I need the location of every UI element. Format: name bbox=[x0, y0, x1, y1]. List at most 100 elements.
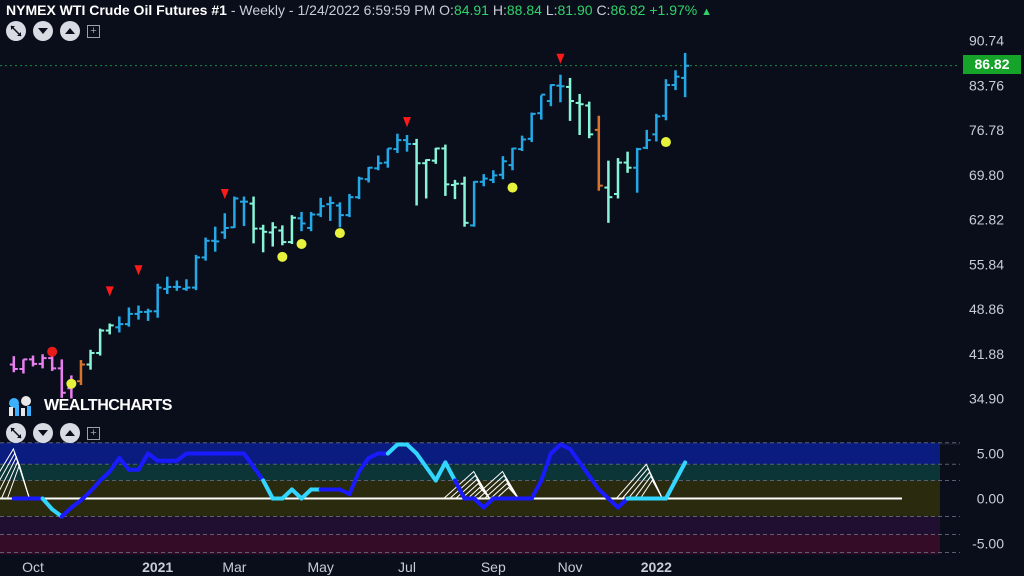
price-axis-label: 48.86 bbox=[969, 301, 1004, 317]
price-axis-label: 34.90 bbox=[969, 391, 1004, 407]
indicator-line-segment bbox=[117, 456, 131, 472]
add-pane-icon[interactable]: + bbox=[87, 24, 100, 38]
collapse-down-icon[interactable] bbox=[33, 423, 53, 443]
wave-line bbox=[490, 482, 519, 499]
indicator-line-segment bbox=[606, 496, 620, 510]
indicator-line-segment bbox=[433, 460, 448, 483]
indicator-line-segment bbox=[98, 469, 112, 483]
price-axis-label: 90.74 bbox=[969, 33, 1004, 49]
sell-signal-marker bbox=[134, 265, 143, 276]
signal-dot-marker bbox=[47, 346, 58, 357]
indicator-line-segment bbox=[299, 487, 314, 501]
indicator-line-segment bbox=[280, 487, 294, 501]
indicator-band bbox=[0, 534, 940, 555]
wave-pattern bbox=[0, 447, 30, 499]
ohlc-bar bbox=[259, 224, 268, 253]
interval-label: Weekly bbox=[239, 2, 286, 18]
ohlc-bar bbox=[144, 308, 153, 321]
triangle-up-icon: ▲ bbox=[701, 6, 713, 18]
change-percent: +1.97% bbox=[649, 2, 698, 18]
time-axis-label: May bbox=[307, 559, 333, 575]
indicator-axis-label: 5.00 bbox=[977, 446, 1004, 462]
resize-arrows-icon[interactable] bbox=[6, 423, 26, 443]
ohlc-bar bbox=[268, 222, 277, 247]
ohlc-bar bbox=[192, 254, 201, 291]
ohlc-bar bbox=[374, 155, 383, 171]
ohlc-bar bbox=[671, 70, 680, 91]
indicator-line-segment bbox=[88, 478, 103, 494]
ohlc-bar bbox=[383, 147, 392, 168]
ohlc-bar bbox=[134, 305, 143, 320]
ohlc-bar bbox=[508, 147, 517, 171]
expand-up-icon[interactable] bbox=[60, 423, 80, 443]
low-value: 81.90 bbox=[557, 2, 593, 18]
open-label: O: bbox=[439, 2, 454, 18]
indicator-band bbox=[0, 442, 940, 465]
indicator-axis-label: -5.00 bbox=[972, 536, 1004, 552]
open-value: 84.91 bbox=[453, 2, 489, 18]
indicator-band bbox=[0, 480, 940, 499]
ohlc-bar bbox=[470, 180, 479, 227]
ohlc-bar bbox=[623, 151, 632, 173]
indicator-line-segment bbox=[577, 460, 592, 478]
add-pane-icon[interactable]: + bbox=[87, 426, 100, 440]
main-pane-controls: + bbox=[6, 21, 100, 41]
indicator-band bbox=[0, 464, 940, 481]
ohlc-bar bbox=[297, 211, 306, 232]
indicator-line-segment bbox=[443, 460, 457, 483]
indicator-line-segment bbox=[251, 465, 266, 483]
indicator-line-segment bbox=[78, 489, 93, 503]
indicator-line-segment bbox=[261, 478, 275, 501]
logo-text: WEALTHCHARTS bbox=[44, 397, 172, 414]
collapse-down-icon[interactable] bbox=[33, 21, 53, 41]
ohlc-bar bbox=[211, 226, 220, 252]
wave-line bbox=[461, 482, 491, 499]
ohlc-bar bbox=[594, 115, 603, 191]
indicator-line-segment bbox=[136, 451, 151, 472]
indicator-line-segment bbox=[539, 451, 553, 483]
wave-line bbox=[639, 479, 663, 499]
ohlc-bar bbox=[124, 307, 133, 327]
ohlc-bar bbox=[527, 112, 536, 143]
ohlc-bar bbox=[661, 79, 670, 121]
time-axis-label: 2021 bbox=[142, 559, 173, 575]
ohlc-bar bbox=[29, 355, 37, 367]
ohlc-bar bbox=[287, 215, 296, 244]
symbol-name: NYMEX WTI Crude Oil Futures #1 bbox=[6, 2, 227, 18]
wave-line bbox=[496, 486, 519, 499]
ohlc-bar bbox=[201, 237, 210, 261]
price-axis-label: 55.84 bbox=[969, 256, 1004, 272]
price-axis-label: 69.80 bbox=[969, 167, 1004, 183]
indicator-line-segment bbox=[596, 487, 611, 501]
ohlc-bar bbox=[86, 349, 95, 370]
wave-pattern bbox=[615, 463, 663, 499]
wave-line bbox=[467, 486, 491, 499]
ohlc-bar bbox=[412, 138, 421, 206]
ohlc-bar bbox=[163, 276, 172, 294]
ohlc-bar bbox=[546, 83, 555, 107]
ohlc-bar bbox=[642, 129, 651, 150]
close-value: 86.82 bbox=[610, 2, 646, 18]
ohlc-bar bbox=[460, 176, 469, 227]
expand-up-icon[interactable] bbox=[60, 21, 80, 41]
signal-dot-marker bbox=[66, 378, 77, 389]
indicator-line-segment bbox=[107, 456, 122, 474]
indicator-line-segment bbox=[424, 465, 438, 483]
ohlc-bar bbox=[76, 360, 85, 386]
indicator-line-segment bbox=[241, 451, 256, 469]
ohlc-bar bbox=[566, 77, 575, 121]
ohlc-bar bbox=[9, 356, 18, 373]
indicator-axis-label: 0.00 bbox=[977, 491, 1004, 507]
price-axis-label: 41.88 bbox=[969, 346, 1004, 362]
ohlc-bar bbox=[230, 196, 239, 229]
sell-signal-marker bbox=[403, 117, 412, 128]
time-axis-label: Sep bbox=[481, 559, 506, 575]
ohlc-bar bbox=[441, 144, 450, 196]
indicator-line-segment bbox=[673, 460, 688, 483]
resize-arrows-icon[interactable] bbox=[6, 21, 26, 41]
ohlc-bar bbox=[479, 174, 488, 187]
ohlc-bar bbox=[450, 179, 459, 200]
ohlc-bar bbox=[489, 170, 498, 184]
sell-signal-marker bbox=[105, 286, 114, 297]
